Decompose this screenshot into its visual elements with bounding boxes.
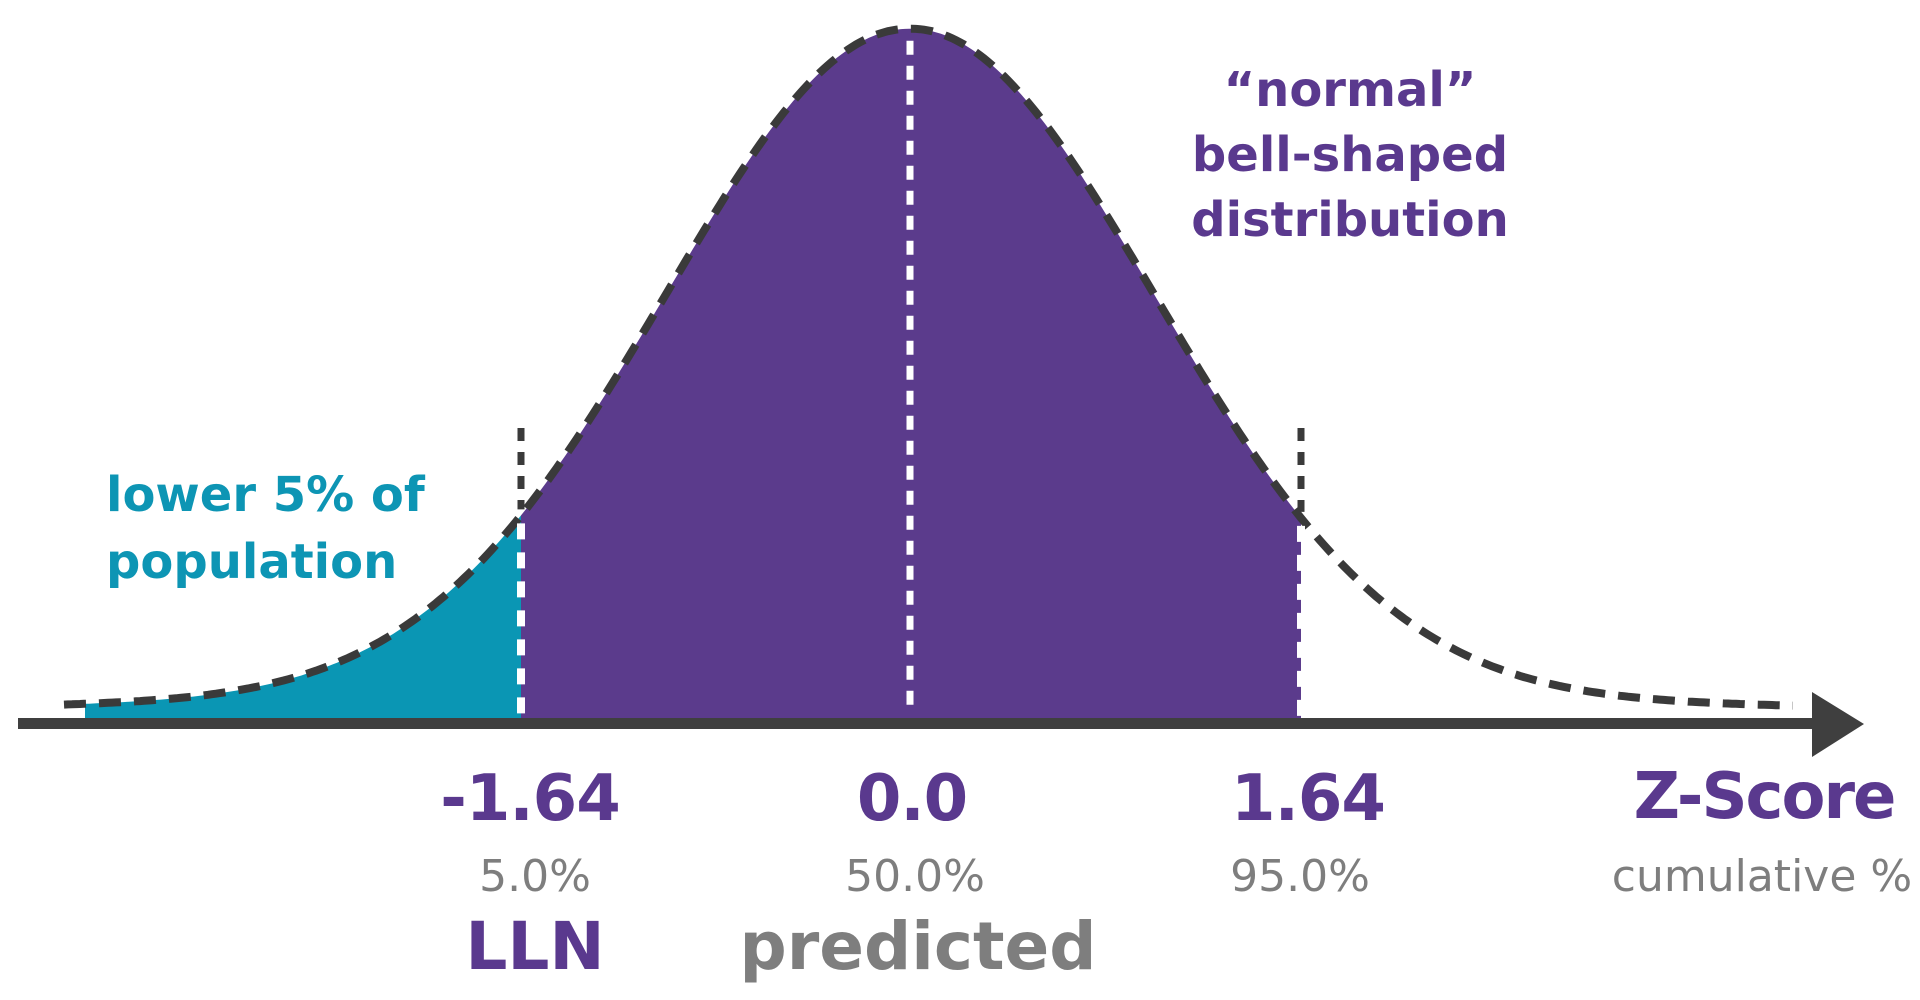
annotation-lower-tail-line1: lower 5% of — [106, 467, 425, 523]
annotation-distribution: “normal” bell-shaped distribution — [1165, 58, 1535, 253]
tick-z-uln: 1.64 — [1231, 762, 1386, 836]
x-axis-line — [18, 718, 1812, 729]
x-axis-arrow-icon — [1812, 692, 1864, 757]
annotation-distribution-line3: distribution — [1191, 192, 1509, 248]
tick-z-lln: -1.64 — [440, 762, 620, 836]
tick-label-predicted: predicted — [739, 908, 1097, 985]
annotation-lower-tail-line2: population — [106, 534, 398, 590]
annotation-lower-tail: lower 5% of population — [106, 462, 425, 596]
axis-subtitle-cumulative: cumulative % — [1611, 851, 1913, 902]
tick-label-lln: LLN — [465, 908, 605, 985]
tick-pct-mean: 50.0% — [845, 851, 985, 902]
curve-outline — [63, 24, 1793, 710]
tick-z-mean: 0.0 — [856, 762, 968, 836]
annotation-distribution-line1: “normal” — [1223, 62, 1477, 118]
axis-title-zscore: Z-Score — [1633, 760, 1897, 834]
annotation-distribution-line2: bell-shaped — [1191, 127, 1509, 183]
tick-pct-uln: 95.0% — [1230, 851, 1370, 902]
curve-fill-lower-tail — [85, 515, 521, 722]
tick-pct-lln: 5.0% — [479, 851, 591, 902]
